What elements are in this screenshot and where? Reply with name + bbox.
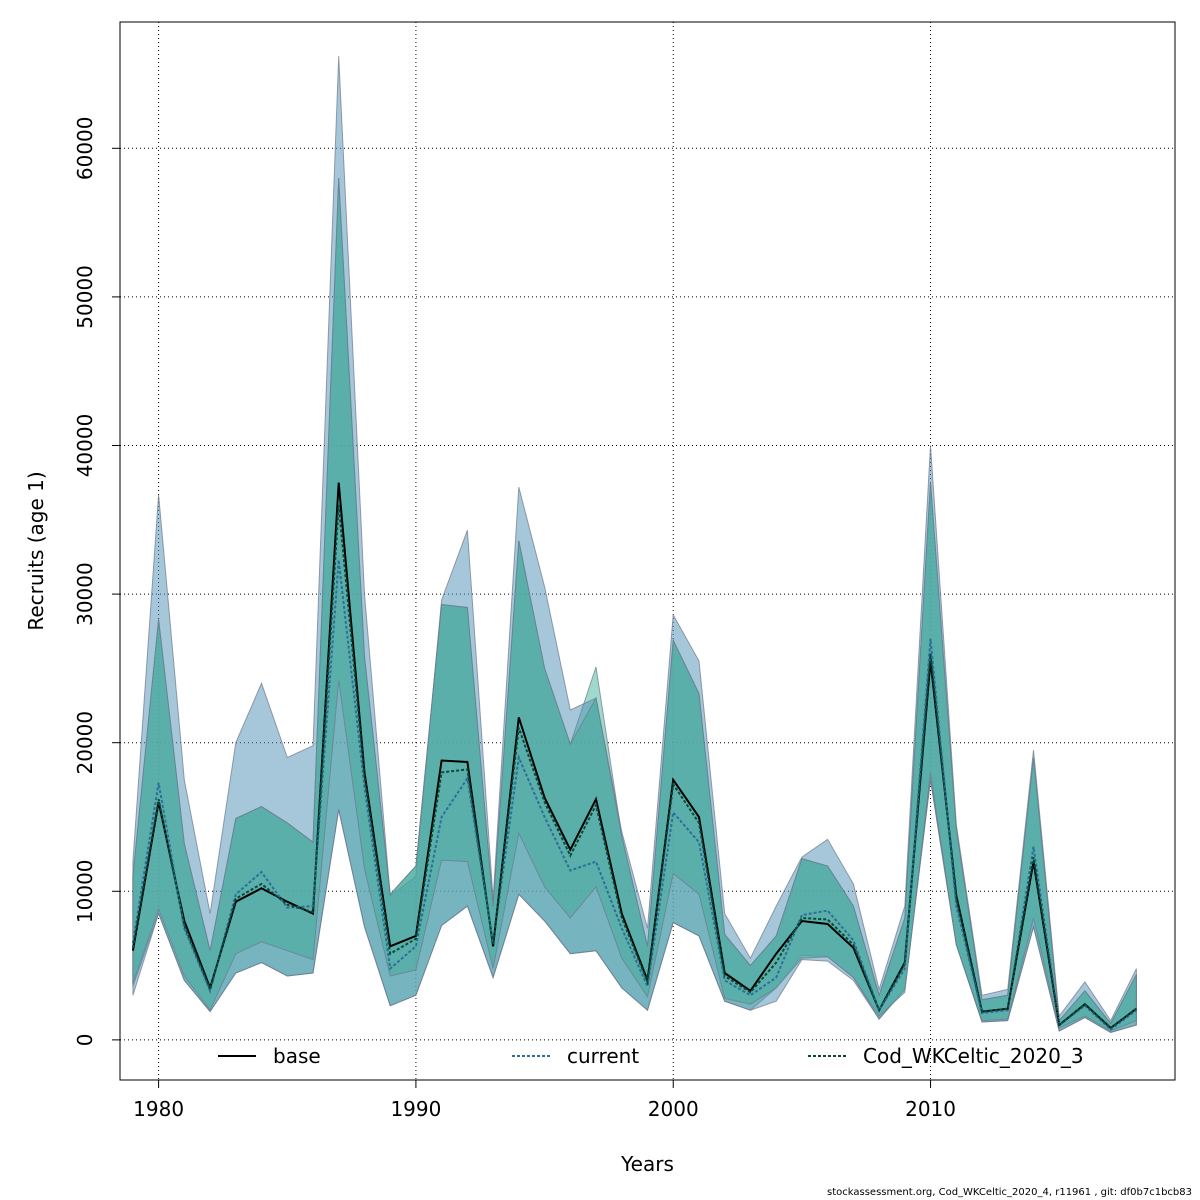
y-tick-label: 0 (73, 1034, 97, 1047)
series-line-1 (131, 482, 1138, 1030)
legend-label-1: base (273, 1044, 321, 1068)
series-line-2 (131, 559, 1138, 1031)
x-axis-title: Years (620, 1152, 674, 1176)
y-tick-label: 60000 (73, 116, 97, 180)
x-tick-label: 1980 (133, 1097, 184, 1121)
series-line-3 (131, 504, 1138, 1030)
legend-label-3: Cod_WKCeltic_2020_3 (863, 1044, 1084, 1068)
x-tick-label: 2000 (648, 1097, 699, 1121)
y-tick-label: 10000 (73, 859, 97, 923)
footer-credit: stockassessment.org, Cod_WKCeltic_2020_4… (827, 1187, 1192, 1198)
x-axis-ticks: 1980 1990 2000 2010 (133, 1080, 956, 1121)
legend: base current Cod_WKCeltic_2020_3 (218, 1044, 1084, 1068)
y-axis-ticks: 0 10000 20000 30000 40000 50000 60000 (73, 116, 120, 1046)
y-tick-label: 30000 (73, 562, 97, 626)
y-tick-label: 40000 (73, 414, 97, 478)
confidence-bands (132, 56, 1137, 1033)
legend-label-2: current (567, 1044, 639, 1068)
x-tick-label: 2010 (905, 1097, 956, 1121)
y-tick-label: 50000 (73, 265, 97, 329)
y-axis-title: Recruits (age 1) (24, 471, 48, 630)
confidence-band-2 (132, 177, 1137, 1032)
y-tick-label: 20000 (73, 711, 97, 775)
x-tick-label: 1990 (390, 1097, 441, 1121)
plot-frame (119, 21, 1176, 1081)
series-lines (131, 482, 1138, 1031)
